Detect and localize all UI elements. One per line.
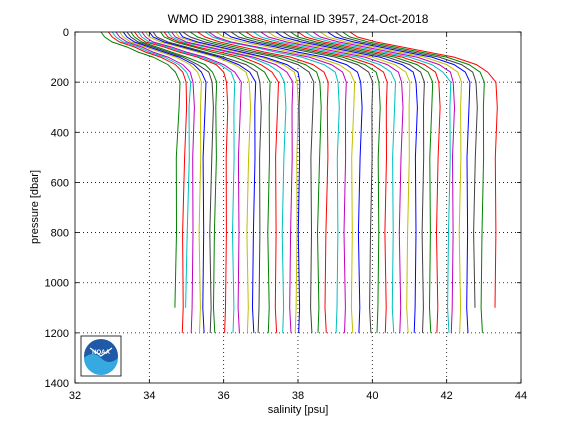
salinity-profile-line [320,31,463,333]
salinity-profile-line [327,31,471,333]
x-tick-label: 42 [441,390,453,402]
x-tick-label: 38 [292,390,304,402]
salinity-profile-line [134,31,229,333]
salinity-profile-line [238,31,381,333]
salinity-profile-line [245,31,388,333]
salinity-profile-line [174,31,299,333]
salinity-profile-line [204,31,340,333]
salinity-profile-line [215,31,356,333]
x-tick-label: 32 [69,390,81,402]
salinity-profile-line [163,31,280,333]
salinity-profile-line [126,31,214,333]
salinity-profile-line [312,31,456,333]
salinity-profile-line [115,31,195,333]
salinity-profile-line [130,31,218,333]
salinity-profile-line [342,31,485,333]
salinity-profile-line [260,31,404,333]
salinity-profile-line [290,31,434,333]
logo-text: NOAA [92,350,110,356]
salinity-profile-line [108,31,188,333]
salinity-profile-line [253,31,397,333]
y-tick-label: 1200 [45,328,69,340]
noaa-logo: NOAA [80,335,122,377]
x-tick-label: 36 [218,390,230,402]
salinity-profile-line [167,31,287,333]
salinity-profile-line [305,31,452,333]
y-tick-label: 1000 [45,278,69,290]
salinity-profile-line [148,31,257,333]
salinity-profile-line [334,31,478,308]
salinity-profile-line [297,31,441,333]
salinity-profile-line [152,31,262,333]
x-tick-label: 44 [515,390,527,402]
y-tick-label: 0 [63,27,69,39]
grid-lines [75,32,521,383]
salinity-profile-line [182,31,315,333]
chart-title: WMO ID 2901388, internal ID 3957, 24-Oct… [168,12,429,26]
y-tick-label: 1400 [45,378,69,390]
profile-lines [100,31,498,333]
y-tick-label: 800 [51,228,69,240]
x-tick-label: 40 [366,390,378,402]
x-axis-label: salinity [psu] [268,404,329,416]
y-axis-label: pressure [dbar] [29,170,41,244]
salinity-profile-line [268,31,411,333]
salinity-profile-line [100,31,181,308]
salinity-profile-line [178,31,301,333]
salinity-profile-line [160,31,271,333]
salinity-profile-line [145,31,252,333]
salinity-profile-line [223,31,363,333]
salinity-profile-line [137,31,236,333]
salinity-profile-line [111,31,192,308]
salinity-profile-line [141,31,242,333]
salinity-profile-line [275,31,418,333]
y-tick-label: 400 [51,127,69,139]
salinity-profile-line [197,31,329,333]
salinity-profile-line [230,31,374,333]
salinity-profile-line [171,31,294,333]
y-tick-label: 600 [51,177,69,189]
salinity-profile-line [119,31,202,333]
salinity-profile-line [189,31,322,333]
x-tick-label: 34 [143,390,155,402]
salinity-profile-line [122,31,207,333]
salinity-profile-line [208,31,347,333]
y-tick-label: 200 [51,77,69,89]
salinity-profile-line [349,31,498,308]
axis-ticks: 32 34 36 38 40 42 44 0 200 400 600 800 1000 1200 1400 [45,27,528,402]
salinity-profile-line [282,31,425,333]
